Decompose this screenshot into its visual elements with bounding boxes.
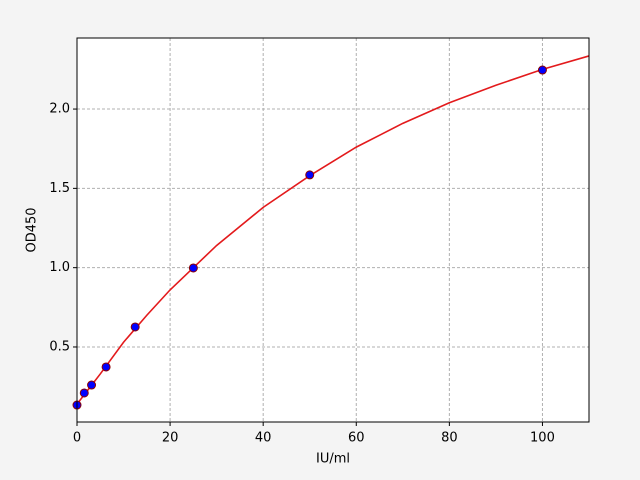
x-axis-label: IU/ml [316, 452, 350, 467]
y-axis-label: OD450 [25, 207, 40, 252]
x-tick-label: 20 [162, 431, 179, 446]
data-point [79, 388, 89, 398]
data-point [87, 380, 97, 390]
x-tick-label: 0 [73, 431, 81, 446]
x-tick-label: 40 [255, 431, 272, 446]
data-point [101, 362, 111, 372]
x-tick-label: 60 [348, 431, 365, 446]
data-point [188, 263, 198, 273]
x-tick-label: 80 [441, 431, 458, 446]
fit-curve [76, 55, 590, 405]
y-tick-label: 2.0 [49, 102, 70, 117]
data-point [130, 322, 140, 332]
y-tick-label: 0.5 [49, 339, 70, 354]
data-point [537, 65, 547, 75]
plot-frame [76, 37, 590, 423]
y-tick-label: 1.5 [49, 181, 70, 196]
x-tick-label: 100 [530, 431, 555, 446]
data-point [305, 170, 315, 180]
plot-area [77, 38, 589, 422]
y-tick-label: 1.0 [49, 260, 70, 275]
